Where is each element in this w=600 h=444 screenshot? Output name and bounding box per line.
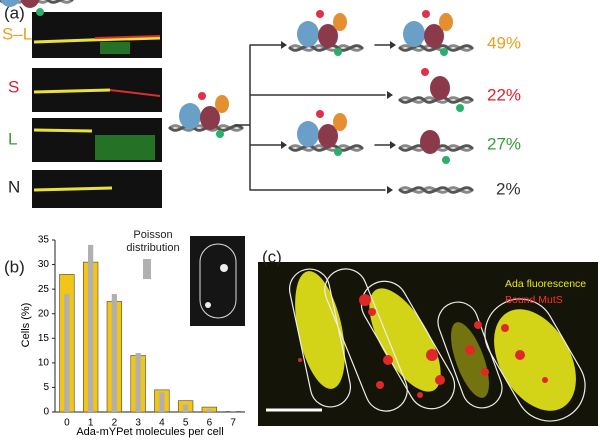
x-tick-label: 4	[159, 418, 165, 429]
bar	[183, 404, 189, 412]
x-tick-label: 2	[112, 418, 118, 429]
percent-label: 22%	[487, 85, 521, 104]
microscopy-image	[258, 262, 598, 426]
bar	[88, 244, 94, 412]
legend-label: Ada fluorescence	[505, 278, 586, 290]
y-tick-label: 15	[38, 333, 50, 344]
bar	[64, 294, 70, 412]
row-label: N	[8, 177, 20, 196]
legend-label: Bound MutS	[505, 294, 563, 306]
row-label: S–L	[2, 24, 32, 43]
x-tick-label: 7	[230, 418, 236, 429]
bar	[159, 392, 165, 412]
bar	[135, 353, 141, 412]
x-tick-label: 1	[88, 418, 94, 429]
x-tick-label: 3	[135, 418, 141, 429]
row-label: S	[8, 77, 19, 96]
panel-label: (b)	[4, 257, 25, 276]
x-tick-label: 5	[183, 418, 189, 429]
y-axis-label: Cells (%)	[20, 303, 32, 348]
x-axis-label: Ada-mYPet molecules per cell	[76, 426, 223, 438]
bar	[111, 294, 117, 412]
panel-label: (c)	[262, 247, 282, 266]
kymographs	[32, 12, 162, 208]
y-tick-label: 20	[38, 308, 50, 319]
legend-label: Poisson distribution	[126, 229, 180, 254]
y-tick-label: 25	[38, 284, 50, 295]
legend-swatch	[143, 259, 151, 279]
y-tick-label: 30	[38, 259, 50, 270]
panel-label: (a)	[4, 3, 25, 22]
y-tick-label: 35	[38, 235, 50, 246]
row-label: L	[8, 129, 17, 148]
inset-image	[190, 236, 245, 326]
x-tick-label: 6	[207, 418, 213, 429]
y-tick-label: 10	[38, 357, 50, 368]
percent-label: 27%	[487, 134, 521, 153]
bar	[206, 409, 212, 412]
percent-label: 49%	[487, 33, 521, 52]
protein-dna-diagrams	[0, 0, 474, 194]
y-tick-label: 5	[43, 382, 49, 393]
x-tick-label: 0	[64, 418, 70, 429]
y-tick-label: 0	[43, 407, 49, 418]
percent-label: 2%	[496, 179, 521, 198]
